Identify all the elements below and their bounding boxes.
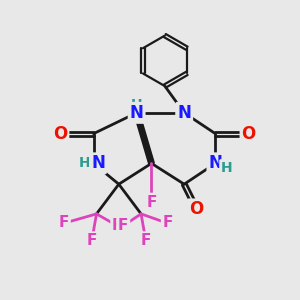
Text: N: N	[208, 154, 222, 172]
Text: F: F	[163, 215, 173, 230]
Text: O: O	[242, 125, 256, 143]
Text: F: F	[140, 233, 151, 248]
Text: O: O	[53, 125, 68, 143]
Text: O: O	[189, 200, 203, 218]
Text: H: H	[79, 156, 90, 170]
Text: N: N	[177, 104, 191, 122]
Text: F: F	[118, 218, 128, 233]
Text: F: F	[58, 215, 69, 230]
Text: H: H	[131, 98, 142, 112]
Text: N: N	[130, 104, 144, 122]
Text: F: F	[112, 218, 122, 233]
Text: H: H	[221, 161, 232, 175]
Text: N: N	[91, 154, 105, 172]
Text: F: F	[87, 233, 97, 248]
Text: F: F	[146, 194, 157, 209]
